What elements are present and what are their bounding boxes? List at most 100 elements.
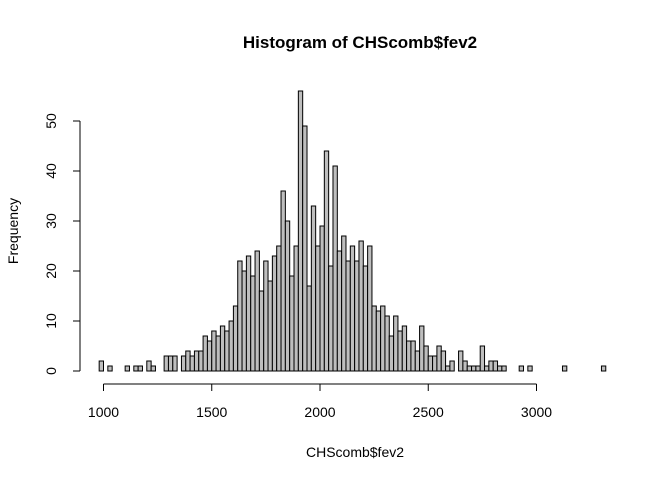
histogram-bar <box>484 365 490 372</box>
histogram-bar <box>202 335 208 372</box>
histogram-bar <box>211 330 217 372</box>
histogram-bar <box>237 260 243 372</box>
y-tick-label: 0 <box>43 367 59 375</box>
histogram-bar <box>258 290 265 372</box>
histogram-bar <box>466 365 473 372</box>
histogram-bar <box>297 90 304 372</box>
histogram-bar <box>185 350 191 372</box>
histogram-bar <box>241 270 247 372</box>
histogram-bar <box>445 365 451 372</box>
chart-title: Histogram of CHScomb$fev2 <box>243 33 477 52</box>
x-tick-label: 2500 <box>413 404 444 420</box>
histogram-bar <box>150 365 156 372</box>
histogram-bar <box>600 365 607 372</box>
histogram-bar <box>458 350 464 372</box>
x-tick-label: 1000 <box>88 404 119 420</box>
histogram-bar <box>406 340 412 372</box>
histogram-bar <box>440 350 447 372</box>
bars-group <box>98 90 607 372</box>
histogram-bar <box>410 340 416 372</box>
histogram-bar <box>336 250 343 372</box>
histogram-bar <box>561 365 568 372</box>
histogram-bar <box>224 330 230 372</box>
histogram-bar <box>358 240 364 372</box>
histogram-bar <box>293 245 299 372</box>
histogram-bar <box>462 360 468 372</box>
histogram-bar <box>423 345 429 372</box>
histogram-bar <box>228 320 234 372</box>
histogram-bar <box>375 310 382 372</box>
histogram-bar <box>371 305 377 372</box>
histogram-bar <box>245 255 252 372</box>
histogram-bar <box>163 355 169 372</box>
histogram-bar <box>306 285 312 372</box>
x-axis: 1000 1500 2000 2500 3000 <box>88 383 552 420</box>
histogram-bar <box>250 275 256 372</box>
histogram-bar <box>380 305 386 372</box>
histogram-bar <box>124 365 130 372</box>
x-tick-label: 2000 <box>304 404 335 420</box>
histogram-bar <box>189 355 195 372</box>
histogram-bar <box>323 150 330 372</box>
x-tick-label: 3000 <box>521 404 552 420</box>
histogram-bar <box>280 190 286 372</box>
histogram-bar <box>267 280 273 372</box>
histogram-bar <box>310 205 317 372</box>
histogram-bar <box>497 365 503 372</box>
histogram-bar <box>254 250 260 372</box>
histogram-bar <box>180 355 187 372</box>
y-tick-label: 20 <box>43 263 59 279</box>
histogram-bar <box>432 355 438 372</box>
histogram-bar <box>488 360 494 372</box>
histogram-bar <box>332 165 338 372</box>
histogram-bar <box>527 365 533 372</box>
histogram-bar <box>98 360 104 372</box>
histogram-bar <box>414 350 421 372</box>
histogram-bar <box>436 345 442 372</box>
histogram-bar <box>215 335 221 372</box>
y-tick-label: 40 <box>43 163 59 179</box>
y-tick-label: 50 <box>43 113 59 129</box>
histogram-bar <box>232 305 239 372</box>
y-axis: 0 10 20 30 40 50 <box>43 113 81 375</box>
histogram-bar <box>475 365 481 372</box>
histogram-bar <box>172 355 178 372</box>
histogram-bar <box>501 365 507 372</box>
histogram-bar <box>471 365 477 372</box>
histogram-bar <box>341 235 347 372</box>
histogram-bar <box>198 350 204 372</box>
histogram-bar <box>206 340 213 372</box>
histogram-bar <box>419 325 425 372</box>
y-tick-label: 30 <box>43 213 59 229</box>
histogram-bar <box>427 355 434 372</box>
histogram-bar <box>354 260 360 372</box>
histogram-bar <box>133 365 139 372</box>
histogram-bar <box>393 315 399 372</box>
histogram-bar <box>388 335 395 372</box>
histogram-bar <box>271 255 278 372</box>
histogram-bar <box>479 345 486 372</box>
histogram-bar <box>401 325 408 372</box>
histogram-bar <box>107 365 113 372</box>
histogram-bar <box>276 245 282 372</box>
histogram-bar <box>319 225 325 372</box>
histogram-bar <box>492 360 499 372</box>
histogram-bar <box>263 260 269 372</box>
x-tick-label: 1500 <box>196 404 227 420</box>
histogram-bar <box>193 350 200 372</box>
histogram-bar <box>328 265 334 372</box>
histogram-bar <box>367 245 373 372</box>
histogram-bar <box>518 365 525 372</box>
histogram-bar <box>137 365 143 372</box>
x-axis-label: CHScomb$fev2 <box>306 444 404 460</box>
histogram-bar <box>345 260 351 372</box>
histogram-bar <box>302 125 308 372</box>
histogram-bar <box>349 245 356 372</box>
histogram-bar <box>315 245 321 372</box>
histogram-bar <box>449 360 455 372</box>
histogram-bar <box>167 355 174 372</box>
histogram-bar <box>219 325 226 372</box>
histogram-bar <box>146 360 152 372</box>
histogram-bar <box>284 220 291 372</box>
